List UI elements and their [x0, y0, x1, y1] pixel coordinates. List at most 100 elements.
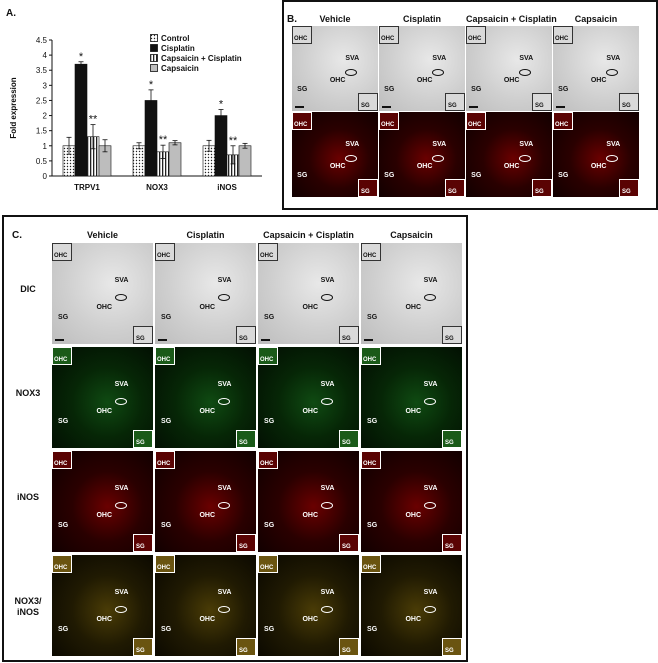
ohc-region-marker	[519, 68, 532, 76]
micrograph-tile: SVA OHC SG OHC SG	[52, 243, 153, 344]
column-header: Capsaicin	[574, 14, 618, 24]
y-tick-label: 4.5	[36, 36, 48, 45]
inset-ohc-label: OHC	[363, 461, 377, 467]
legend-label: Capsaicin	[161, 63, 199, 73]
bar	[74, 63, 88, 177]
sg-label: SG	[58, 521, 69, 529]
y-tick-label: 3	[43, 81, 48, 90]
svA-label: SVA	[423, 589, 438, 597]
y-tick-label: 3.5	[36, 66, 48, 75]
inset-sg-label: SG	[136, 648, 145, 654]
y-axis-label: Fold expression	[9, 77, 18, 138]
ohc-region-marker	[345, 154, 358, 162]
ohc-inset: OHC	[155, 243, 175, 261]
ohc-region-marker	[320, 501, 333, 509]
inset-sg-label: SG	[361, 189, 370, 195]
ohc-label: OHC	[416, 163, 433, 170]
panel-a-letter: A.	[6, 8, 16, 19]
inset-sg-label: SG	[239, 440, 248, 446]
inset-ohc-label: OHC	[294, 122, 308, 128]
micrograph-tile: SVA OHC SG OHC SG	[52, 451, 153, 552]
svA-label: SVA	[217, 485, 232, 493]
sg-inset: SG	[442, 534, 462, 552]
micrograph-tile: SVA OHC SG OHC SG	[52, 555, 153, 656]
sg-label: SG	[367, 313, 378, 321]
inset-sg-label: SG	[136, 544, 145, 550]
column-header: Capsaicin + Cisplatin	[263, 230, 354, 240]
sg-label: SG	[161, 625, 172, 633]
ohc-region-marker	[423, 605, 436, 613]
svA-label: SVA	[217, 381, 232, 389]
svA-label: SVA	[606, 54, 621, 62]
micrograph-tile: SVA OHC SG OHC SG	[292, 26, 378, 111]
svA-label: SVA	[423, 381, 438, 389]
micrograph-tile: SVA OHC SG OHC SG	[466, 26, 552, 111]
inset-sg-label: SG	[361, 103, 370, 109]
ohc-inset: OHC	[361, 451, 381, 469]
sg-label: SG	[161, 313, 172, 321]
ohc-label: OHC	[405, 615, 421, 623]
x-tick-label: iNOS	[217, 183, 237, 192]
ohc-label: OHC	[329, 77, 346, 84]
significance-marker: *	[219, 99, 224, 111]
micrograph-tile: SVA OHC SG OHC SG	[258, 347, 359, 448]
ohc-label: OHC	[302, 511, 318, 519]
bar	[238, 145, 252, 177]
ohc-region-marker	[423, 397, 436, 405]
y-tick-label: 1.5	[36, 127, 48, 136]
micrograph-tile: SVA OHC SG OHC SG	[258, 555, 359, 656]
ohc-label: OHC	[503, 77, 520, 84]
legend-label: Cisplatin	[161, 43, 195, 53]
ohc-inset: OHC	[258, 555, 278, 573]
ohc-inset: OHC	[258, 347, 278, 365]
significance-marker: **	[89, 114, 98, 126]
ohc-label: OHC	[405, 407, 421, 415]
svA-label: SVA	[217, 277, 232, 285]
x-tick-label: TRPV1	[74, 183, 100, 192]
sg-inset: SG	[133, 326, 153, 344]
ohc-inset: OHC	[361, 555, 381, 573]
inset-ohc-label: OHC	[555, 122, 569, 128]
svA-label: SVA	[345, 140, 360, 148]
y-tick-label: 1	[43, 142, 48, 151]
panel-a-bar-chart: 0 0.5 1 1.5 2 2.5 3 3.5 4 4.5 Fold expression TRPV1…	[0, 18, 272, 206]
inset-ohc-label: OHC	[363, 253, 377, 259]
sg-label: SG	[558, 171, 569, 179]
svA-label: SVA	[114, 485, 129, 493]
panel-c-frame	[2, 215, 468, 662]
bar	[144, 100, 158, 177]
inset-ohc-label: OHC	[381, 36, 395, 42]
micrograph-tile: SVA OHC SG OHC SG	[466, 112, 552, 197]
ohc-label: OHC	[405, 511, 421, 519]
ohc-inset: OHC	[553, 26, 573, 44]
significance-marker: *	[149, 79, 154, 91]
svA-label: SVA	[320, 277, 335, 285]
svA-label: SVA	[606, 140, 621, 148]
ohc-inset: OHC	[258, 451, 278, 469]
panel-b-letter: B.	[287, 14, 297, 25]
sg-inset: SG	[358, 179, 378, 197]
micrograph-tile: SVA OHC SG OHC SG	[379, 26, 465, 111]
ohc-region-marker	[114, 501, 127, 509]
svA-label: SVA	[432, 54, 447, 62]
ohc-region-marker	[114, 397, 127, 405]
scale-bar	[364, 339, 373, 341]
svA-label: SVA	[345, 54, 360, 62]
svA-label: SVA	[519, 140, 534, 148]
inset-ohc-label: OHC	[157, 253, 171, 259]
column-header: Cisplatin	[402, 14, 441, 24]
legend-item: Capsaicin	[150, 63, 268, 73]
inset-ohc-label: OHC	[468, 36, 482, 42]
ohc-region-marker	[114, 293, 127, 301]
micrograph-tile: SVA OHC SG OHC SG	[379, 112, 465, 197]
inset-ohc-label: OHC	[54, 565, 68, 571]
scale-bar	[158, 339, 167, 341]
sg-label: SG	[264, 313, 275, 321]
sg-inset: SG	[358, 93, 378, 111]
inset-ohc-label: OHC	[381, 122, 395, 128]
inset-sg-label: SG	[448, 189, 457, 195]
inset-sg-label: SG	[342, 544, 351, 550]
scale-bar	[261, 339, 270, 341]
ohc-inset: OHC	[379, 26, 399, 44]
svA-label: SVA	[423, 485, 438, 493]
